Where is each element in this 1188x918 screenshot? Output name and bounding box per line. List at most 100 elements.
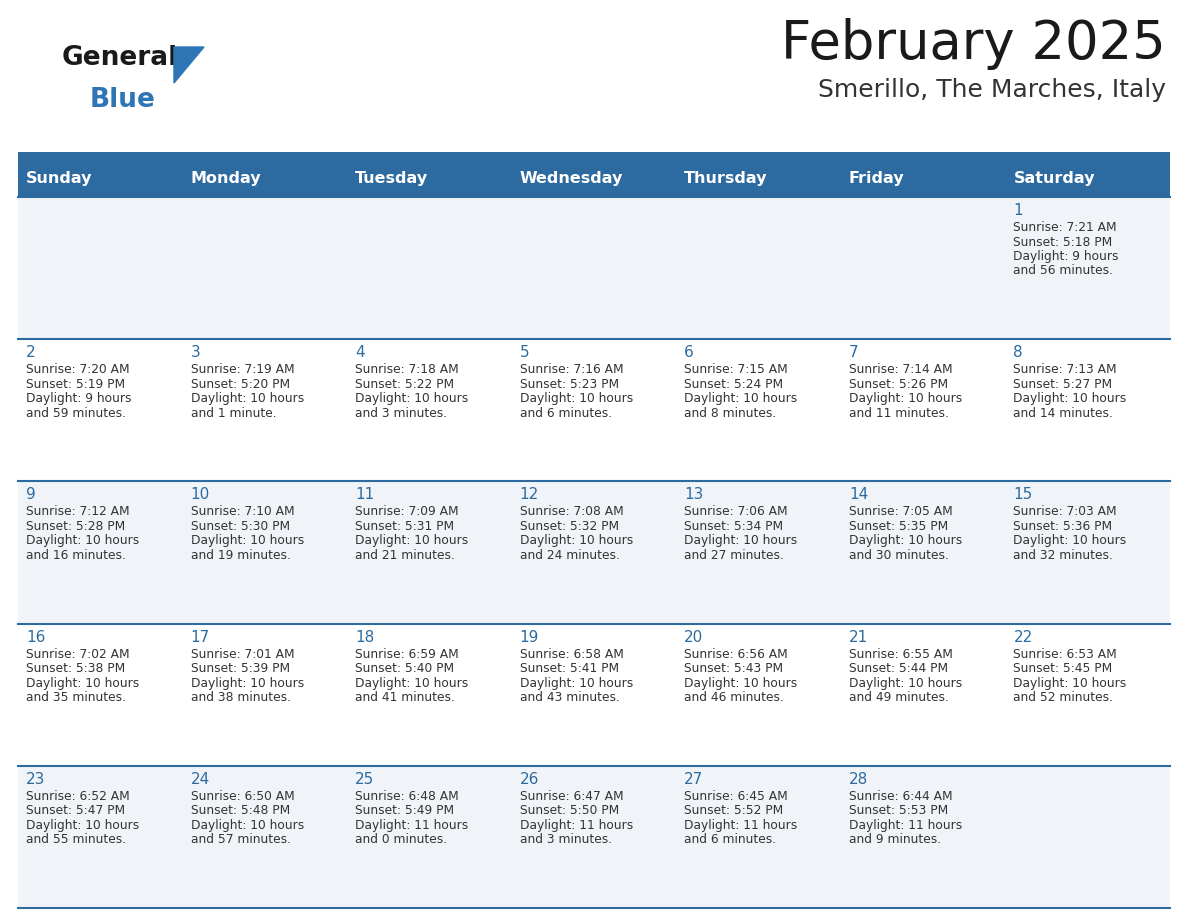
- Text: Sunset: 5:35 PM: Sunset: 5:35 PM: [849, 520, 948, 533]
- Text: and 6 minutes.: and 6 minutes.: [519, 407, 612, 420]
- Text: and 46 minutes.: and 46 minutes.: [684, 691, 784, 704]
- Text: 10: 10: [190, 487, 210, 502]
- Bar: [18, 152, 1170, 159]
- Text: Sunrise: 7:09 AM: Sunrise: 7:09 AM: [355, 506, 459, 519]
- Text: Sunrise: 6:59 AM: Sunrise: 6:59 AM: [355, 647, 459, 661]
- Text: 6: 6: [684, 345, 694, 360]
- Text: Sunset: 5:23 PM: Sunset: 5:23 PM: [519, 377, 619, 391]
- Bar: [347, 339, 512, 481]
- Text: Sunrise: 6:50 AM: Sunrise: 6:50 AM: [190, 789, 295, 803]
- Bar: [183, 339, 347, 481]
- Text: Tuesday: Tuesday: [355, 171, 428, 185]
- Text: 9: 9: [26, 487, 36, 502]
- Bar: [841, 339, 1005, 481]
- Text: and 0 minutes.: and 0 minutes.: [355, 834, 447, 846]
- Text: Sunset: 5:53 PM: Sunset: 5:53 PM: [849, 804, 948, 817]
- Bar: [841, 623, 1005, 766]
- Text: and 8 minutes.: and 8 minutes.: [684, 407, 777, 420]
- Text: 7: 7: [849, 345, 859, 360]
- Text: Sunrise: 6:44 AM: Sunrise: 6:44 AM: [849, 789, 953, 803]
- Text: Daylight: 10 hours: Daylight: 10 hours: [684, 677, 797, 689]
- Text: Sunrise: 7:10 AM: Sunrise: 7:10 AM: [190, 506, 295, 519]
- Text: Smerillo, The Marches, Italy: Smerillo, The Marches, Italy: [819, 78, 1165, 102]
- Text: Daylight: 10 hours: Daylight: 10 hours: [190, 534, 304, 547]
- Text: Daylight: 10 hours: Daylight: 10 hours: [849, 534, 962, 547]
- Bar: [183, 197, 347, 339]
- Text: Wednesday: Wednesday: [519, 171, 623, 185]
- Bar: [183, 159, 347, 197]
- Text: Sunrise: 6:55 AM: Sunrise: 6:55 AM: [849, 647, 953, 661]
- Text: February 2025: February 2025: [782, 18, 1165, 70]
- Text: Sunrise: 6:53 AM: Sunrise: 6:53 AM: [1013, 647, 1117, 661]
- Text: and 35 minutes.: and 35 minutes.: [26, 691, 126, 704]
- Text: Sunset: 5:31 PM: Sunset: 5:31 PM: [355, 520, 454, 533]
- Text: Sunrise: 7:19 AM: Sunrise: 7:19 AM: [190, 364, 295, 376]
- Text: Sunset: 5:32 PM: Sunset: 5:32 PM: [519, 520, 619, 533]
- Bar: [18, 339, 183, 481]
- Text: Sunset: 5:27 PM: Sunset: 5:27 PM: [1013, 377, 1112, 391]
- Bar: [512, 339, 676, 481]
- Text: Daylight: 11 hours: Daylight: 11 hours: [684, 819, 797, 832]
- Bar: [1005, 623, 1170, 766]
- Bar: [676, 339, 841, 481]
- Bar: [512, 481, 676, 623]
- Bar: [841, 197, 1005, 339]
- Text: Saturday: Saturday: [1013, 171, 1095, 185]
- Text: Sunrise: 7:13 AM: Sunrise: 7:13 AM: [1013, 364, 1117, 376]
- Text: and 9 minutes.: and 9 minutes.: [849, 834, 941, 846]
- Text: Daylight: 10 hours: Daylight: 10 hours: [684, 392, 797, 405]
- Text: Sunrise: 7:21 AM: Sunrise: 7:21 AM: [1013, 221, 1117, 234]
- Text: 4: 4: [355, 345, 365, 360]
- Text: Sunset: 5:20 PM: Sunset: 5:20 PM: [190, 377, 290, 391]
- Text: 14: 14: [849, 487, 868, 502]
- Text: and 57 minutes.: and 57 minutes.: [190, 834, 291, 846]
- Text: Sunrise: 6:58 AM: Sunrise: 6:58 AM: [519, 647, 624, 661]
- Text: Sunset: 5:40 PM: Sunset: 5:40 PM: [355, 662, 454, 675]
- Bar: [512, 623, 676, 766]
- Text: and 19 minutes.: and 19 minutes.: [190, 549, 290, 562]
- Text: Daylight: 10 hours: Daylight: 10 hours: [190, 392, 304, 405]
- Text: 25: 25: [355, 772, 374, 787]
- Text: 3: 3: [190, 345, 201, 360]
- Text: Sunset: 5:36 PM: Sunset: 5:36 PM: [1013, 520, 1112, 533]
- Text: Sunrise: 6:47 AM: Sunrise: 6:47 AM: [519, 789, 624, 803]
- Text: Sunset: 5:45 PM: Sunset: 5:45 PM: [1013, 662, 1113, 675]
- Bar: [183, 623, 347, 766]
- Text: and 3 minutes.: and 3 minutes.: [355, 407, 447, 420]
- Text: 8: 8: [1013, 345, 1023, 360]
- Text: Daylight: 10 hours: Daylight: 10 hours: [26, 819, 139, 832]
- Text: and 55 minutes.: and 55 minutes.: [26, 834, 126, 846]
- Bar: [1005, 481, 1170, 623]
- Text: Daylight: 9 hours: Daylight: 9 hours: [26, 392, 132, 405]
- Text: 2: 2: [26, 345, 36, 360]
- Text: Sunset: 5:26 PM: Sunset: 5:26 PM: [849, 377, 948, 391]
- Bar: [841, 159, 1005, 197]
- Text: and 1 minute.: and 1 minute.: [190, 407, 276, 420]
- Text: Sunrise: 6:48 AM: Sunrise: 6:48 AM: [355, 789, 459, 803]
- Bar: [347, 623, 512, 766]
- Text: and 38 minutes.: and 38 minutes.: [190, 691, 291, 704]
- Text: Daylight: 10 hours: Daylight: 10 hours: [849, 392, 962, 405]
- Text: Daylight: 10 hours: Daylight: 10 hours: [190, 819, 304, 832]
- Text: Daylight: 10 hours: Daylight: 10 hours: [1013, 534, 1126, 547]
- Bar: [18, 623, 183, 766]
- Text: 15: 15: [1013, 487, 1032, 502]
- Text: Sunrise: 7:01 AM: Sunrise: 7:01 AM: [190, 647, 295, 661]
- Text: Sunrise: 7:20 AM: Sunrise: 7:20 AM: [26, 364, 129, 376]
- Text: 21: 21: [849, 630, 868, 644]
- Bar: [1005, 197, 1170, 339]
- Text: Sunrise: 6:52 AM: Sunrise: 6:52 AM: [26, 789, 129, 803]
- Text: Daylight: 9 hours: Daylight: 9 hours: [1013, 250, 1119, 263]
- Bar: [676, 623, 841, 766]
- Text: and 41 minutes.: and 41 minutes.: [355, 691, 455, 704]
- Text: 13: 13: [684, 487, 703, 502]
- Text: Sunset: 5:47 PM: Sunset: 5:47 PM: [26, 804, 125, 817]
- Text: and 32 minutes.: and 32 minutes.: [1013, 549, 1113, 562]
- Text: 16: 16: [26, 630, 45, 644]
- Text: Sunset: 5:19 PM: Sunset: 5:19 PM: [26, 377, 125, 391]
- Text: Sunrise: 7:18 AM: Sunrise: 7:18 AM: [355, 364, 459, 376]
- Text: 22: 22: [1013, 630, 1032, 644]
- Text: 18: 18: [355, 630, 374, 644]
- Text: General: General: [62, 45, 178, 71]
- Bar: [18, 197, 183, 339]
